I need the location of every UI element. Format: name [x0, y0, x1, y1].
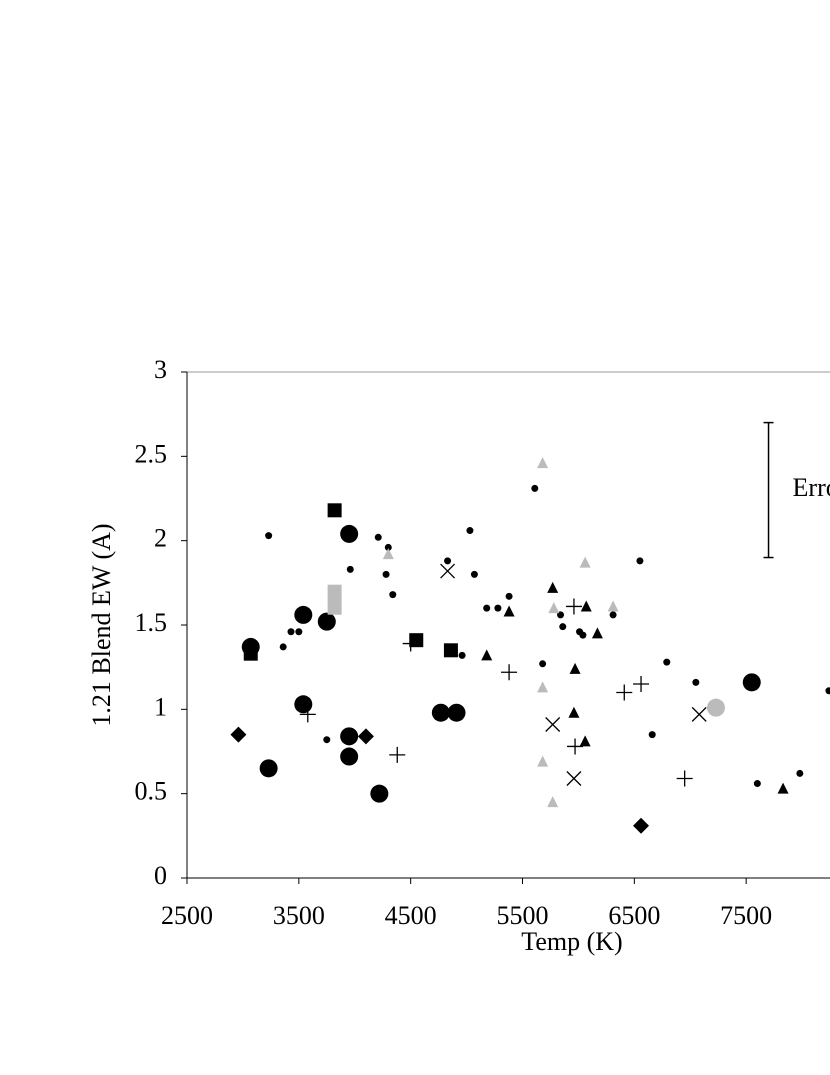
- point: [579, 631, 587, 639]
- point: [503, 605, 515, 617]
- point: [567, 738, 584, 755]
- y-tick-label: 0.5: [135, 777, 168, 806]
- y-tick-label: 2.5: [135, 439, 168, 468]
- point: [299, 706, 316, 723]
- point: [443, 643, 458, 658]
- point: [663, 658, 671, 666]
- point: [531, 484, 539, 492]
- point: [537, 681, 549, 693]
- point: [466, 527, 474, 535]
- point: [382, 548, 394, 560]
- x-tick-label: 6500: [608, 901, 660, 930]
- point: [565, 598, 582, 615]
- point: [470, 570, 478, 578]
- point: [547, 796, 559, 808]
- point: [676, 770, 693, 787]
- point: [566, 771, 582, 786]
- point: [384, 543, 392, 551]
- point: [691, 706, 707, 722]
- point: [279, 643, 287, 651]
- point: [346, 565, 354, 573]
- y-tick-label: 1.5: [135, 608, 168, 637]
- point: [287, 628, 295, 636]
- point: [295, 628, 303, 636]
- point: [579, 556, 591, 568]
- point: [340, 747, 359, 766]
- point: [537, 457, 549, 469]
- point: [616, 684, 633, 701]
- point: [317, 612, 336, 631]
- y-tick-label: 1: [154, 692, 167, 721]
- point: [548, 602, 560, 614]
- point: [447, 703, 466, 722]
- point: [444, 557, 452, 565]
- point: [607, 600, 619, 612]
- y-tick-label: 3: [154, 355, 167, 384]
- point: [243, 646, 258, 661]
- point: [579, 735, 591, 747]
- point: [259, 759, 278, 778]
- point: [481, 649, 493, 661]
- point: [230, 726, 247, 743]
- point: [402, 635, 419, 652]
- point: [633, 676, 650, 693]
- point: [389, 591, 397, 599]
- point: [559, 623, 567, 631]
- point: [539, 660, 547, 668]
- y-axis-title: 1.21 Blend EW (A): [87, 523, 116, 726]
- point: [265, 532, 273, 540]
- point: [374, 533, 382, 541]
- point: [796, 769, 804, 777]
- point: [327, 584, 342, 615]
- point: [753, 780, 761, 788]
- point: [389, 746, 406, 763]
- point: [636, 557, 644, 565]
- point: [458, 651, 466, 659]
- point: [706, 698, 725, 717]
- point: [357, 728, 374, 745]
- point: [825, 687, 830, 695]
- point: [501, 664, 518, 681]
- point: [294, 695, 313, 714]
- x-axis-title: Temp (K): [521, 927, 622, 956]
- point: [340, 524, 359, 543]
- point: [494, 604, 502, 612]
- x-tick-label: 7500: [720, 901, 772, 930]
- x-tick-label: 5500: [497, 901, 549, 930]
- point: [327, 503, 342, 518]
- point: [294, 605, 313, 624]
- point: [382, 570, 390, 578]
- error-label: Error: [793, 473, 830, 502]
- point: [483, 604, 491, 612]
- x-tick-label: 3500: [273, 901, 325, 930]
- x-tick-label: 4500: [385, 901, 437, 930]
- point: [370, 784, 389, 803]
- point: [440, 563, 456, 579]
- point: [692, 678, 700, 686]
- x-tick-label: 2500: [161, 901, 213, 930]
- point: [568, 706, 580, 718]
- point: [569, 662, 581, 674]
- point: [609, 611, 617, 619]
- y-tick-label: 2: [154, 524, 167, 553]
- point: [547, 581, 559, 593]
- point: [580, 600, 592, 612]
- y-tick-label: 0: [154, 861, 167, 890]
- point: [323, 736, 331, 744]
- point: [537, 755, 549, 767]
- point: [545, 717, 561, 732]
- point: [591, 627, 603, 639]
- point: [505, 592, 513, 600]
- point: [648, 731, 656, 739]
- point: [633, 817, 650, 834]
- point: [742, 673, 761, 692]
- point: [409, 633, 424, 648]
- point: [431, 703, 450, 722]
- point: [340, 727, 359, 746]
- point: [777, 782, 789, 794]
